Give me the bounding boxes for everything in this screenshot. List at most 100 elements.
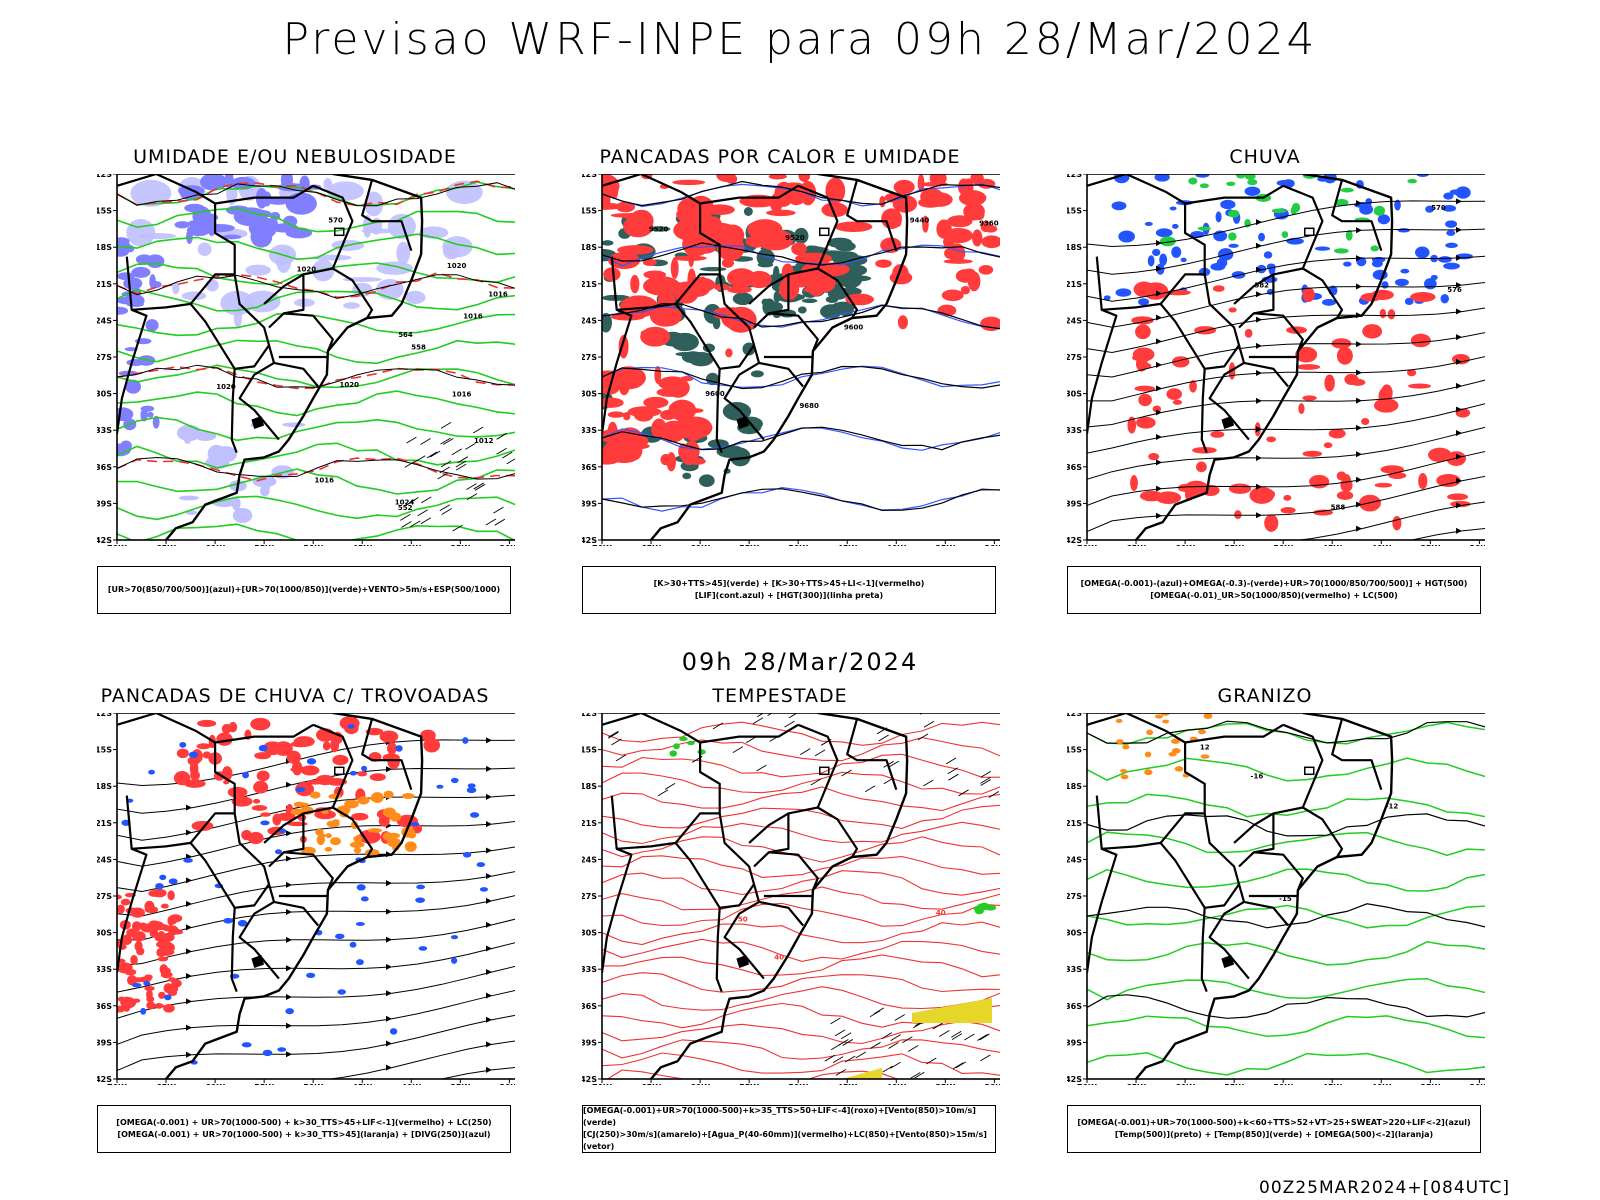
- lon-label: 50W: [303, 1083, 323, 1085]
- lon-label: 40W: [886, 1083, 906, 1085]
- divergence-fill-blue: [262, 1049, 273, 1057]
- state-border: [768, 312, 819, 352]
- contour-label: 1020: [447, 262, 467, 270]
- streamline: [325, 1040, 515, 1079]
- temp850-contour: [1087, 831, 1485, 857]
- divergence-fill-blue: [337, 989, 347, 995]
- storm-fill-red: [202, 751, 212, 759]
- lon-label: 55W: [254, 544, 274, 546]
- streamline-arrow: [486, 969, 492, 976]
- humidity-fill-light: [259, 485, 270, 497]
- lon-label: 35W: [450, 1083, 470, 1085]
- wind-vector: [980, 1054, 991, 1062]
- streamline-arrow: [1256, 426, 1262, 433]
- omega-fill-blue: [1343, 261, 1352, 267]
- instability-fill-red: [602, 448, 623, 465]
- contour-label: 1012: [474, 437, 494, 445]
- state-border: [214, 184, 314, 205]
- omega-fill-green: [1228, 232, 1237, 241]
- omega-fill-green: [1345, 229, 1353, 241]
- streamline-arrow: [386, 1015, 392, 1022]
- omega-fill-blue: [1144, 221, 1153, 227]
- lat-label: 36S: [1067, 1002, 1082, 1011]
- wind-vector: [426, 451, 438, 459]
- wind-vector: [945, 757, 957, 765]
- wind-vector: [455, 460, 467, 468]
- lat-label: 18S: [97, 243, 112, 252]
- instability-fill-red: [687, 457, 706, 465]
- divergence-fill-blue: [462, 737, 469, 744]
- omega-fill-blue: [1397, 228, 1411, 233]
- wind-vector: [420, 438, 431, 445]
- lat-label: 27S: [97, 892, 112, 901]
- instability-fill-red: [917, 174, 925, 192]
- rain-fill-red: [1380, 465, 1404, 474]
- omega-fill-blue: [1220, 199, 1236, 210]
- instability-fill-red: [806, 272, 827, 297]
- state-border: [268, 813, 305, 868]
- streamline-arrow: [1456, 226, 1462, 233]
- rain-fill-red: [1328, 428, 1346, 439]
- storm-fill-red: [148, 920, 160, 929]
- wind-vector: [474, 483, 486, 491]
- streamline-arrow: [286, 1022, 292, 1029]
- state-border: [846, 718, 898, 791]
- lat-label: 24S: [1067, 316, 1082, 325]
- streamline-arrow: [186, 1024, 192, 1031]
- legend-tempestade: [OMEGA(-0.001)+UR>70(1000-500)+k>35_TTS>…: [582, 1105, 996, 1153]
- wind-fill-green: [669, 750, 678, 757]
- rain-fill-red: [1249, 486, 1275, 504]
- storm-fill-orange: [367, 828, 383, 833]
- contour-label: 570: [328, 217, 343, 225]
- instability-fill-red: [636, 408, 662, 414]
- state-border: [817, 806, 859, 858]
- lon-label: 30W: [1469, 544, 1485, 546]
- storm-fill-red: [250, 717, 271, 731]
- legend-umidade: [UR>70(850/700/500)](azul)+[UR>70(1000/8…: [97, 566, 511, 614]
- instability-fill-green: [825, 296, 839, 303]
- lat-label: 39S: [1067, 499, 1082, 508]
- humidity-fill-light: [172, 282, 180, 295]
- storm-fill-orange: [353, 847, 362, 854]
- state-border: [131, 302, 191, 311]
- wind-vector: [988, 791, 1000, 798]
- contour-label: 9600: [705, 390, 725, 398]
- omega-fill-blue: [1115, 288, 1132, 297]
- omega-fill-orange: [1146, 729, 1154, 736]
- state-border: [1184, 723, 1284, 744]
- omega-fill-blue: [1103, 295, 1111, 301]
- lat-label: 15S: [97, 746, 112, 755]
- lat-label: 21S: [582, 280, 597, 289]
- instability-fill-red: [768, 174, 787, 180]
- streamline-arrow: [1456, 382, 1462, 389]
- humidity-fill-light: [233, 304, 243, 328]
- panel-title: TEMPESTADE: [712, 685, 848, 707]
- instability-fill-red: [821, 202, 848, 218]
- instability-fill-red: [654, 365, 662, 384]
- state-border: [602, 174, 765, 441]
- state-border: [230, 907, 238, 992]
- instability-fill-green: [838, 302, 854, 317]
- temp850-contour: [1087, 1015, 1485, 1039]
- divergence-fill-blue: [418, 946, 428, 951]
- streamline-arrow: [386, 1040, 392, 1047]
- state-border: [616, 302, 676, 311]
- rain-fill-red: [1418, 472, 1428, 490]
- wind-vector: [855, 1051, 866, 1059]
- federal-district: [819, 227, 830, 237]
- omega-fill-blue: [1438, 256, 1452, 263]
- wind-vector: [439, 466, 450, 474]
- wind-vector: [496, 432, 507, 440]
- state-border: [273, 361, 319, 388]
- omega-fill-green: [1407, 178, 1417, 184]
- divergence-fill-blue: [479, 887, 489, 892]
- omega-fill-orange: [1203, 713, 1213, 720]
- wind-vector: [440, 422, 452, 429]
- contour-label: 9440: [910, 217, 930, 225]
- omega-fill-blue: [1314, 246, 1331, 251]
- humidity-fill-light: [364, 191, 384, 217]
- instability-fill-red: [623, 412, 631, 421]
- divergence-fill-blue: [361, 765, 368, 772]
- storm-fill-red: [131, 921, 142, 932]
- instability-fill-red: [943, 259, 973, 264]
